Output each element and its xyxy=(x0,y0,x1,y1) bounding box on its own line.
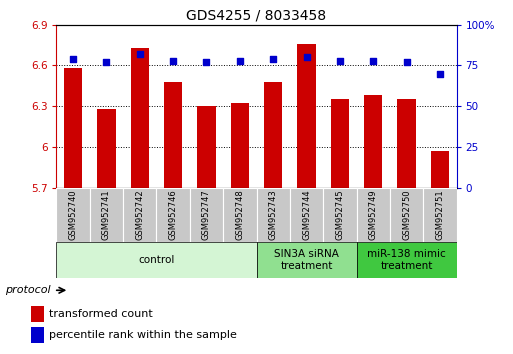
Point xyxy=(169,58,177,63)
Bar xyxy=(156,188,190,242)
Bar xyxy=(97,109,115,188)
Point xyxy=(302,55,310,60)
Bar xyxy=(123,188,156,242)
Text: percentile rank within the sample: percentile rank within the sample xyxy=(49,330,236,340)
Point xyxy=(269,56,277,62)
Point xyxy=(436,71,444,76)
Point xyxy=(202,59,210,65)
Bar xyxy=(431,151,449,188)
Point xyxy=(235,58,244,63)
Text: GSM952740: GSM952740 xyxy=(69,190,77,240)
Bar xyxy=(131,48,149,188)
Bar xyxy=(164,82,182,188)
Bar xyxy=(256,188,290,242)
Point xyxy=(135,51,144,57)
Bar xyxy=(264,82,282,188)
Bar xyxy=(31,327,44,343)
Bar xyxy=(231,103,249,188)
Bar xyxy=(298,44,315,188)
Bar xyxy=(31,306,44,322)
Text: GSM952741: GSM952741 xyxy=(102,190,111,240)
Text: GSM952743: GSM952743 xyxy=(269,190,278,240)
Bar xyxy=(390,188,423,242)
Text: miR-138 mimic
treatment: miR-138 mimic treatment xyxy=(367,249,446,271)
Bar xyxy=(364,95,382,188)
Bar xyxy=(198,106,215,188)
Text: GSM952751: GSM952751 xyxy=(436,190,444,240)
Text: GSM952745: GSM952745 xyxy=(336,190,344,240)
Point xyxy=(336,58,344,63)
Bar xyxy=(357,188,390,242)
Text: control: control xyxy=(139,255,174,265)
Point xyxy=(402,59,410,65)
Text: GSM952744: GSM952744 xyxy=(302,190,311,240)
Bar xyxy=(423,188,457,242)
Bar xyxy=(357,242,457,278)
Bar xyxy=(90,188,123,242)
Text: GSM952742: GSM952742 xyxy=(135,190,144,240)
Bar xyxy=(331,99,349,188)
Bar xyxy=(64,68,82,188)
Bar xyxy=(223,188,256,242)
Bar xyxy=(56,188,90,242)
Text: GSM952747: GSM952747 xyxy=(202,190,211,240)
Text: GSM952748: GSM952748 xyxy=(235,190,244,240)
Bar xyxy=(56,242,256,278)
Bar xyxy=(256,242,357,278)
Point xyxy=(69,56,77,62)
Text: GSM952749: GSM952749 xyxy=(369,190,378,240)
Text: protocol: protocol xyxy=(5,285,51,295)
Bar xyxy=(190,188,223,242)
Bar xyxy=(398,99,416,188)
Text: GSM952746: GSM952746 xyxy=(169,190,177,240)
Text: SIN3A siRNA
treatment: SIN3A siRNA treatment xyxy=(274,249,339,271)
Bar xyxy=(323,188,357,242)
Text: GSM952750: GSM952750 xyxy=(402,190,411,240)
Text: transformed count: transformed count xyxy=(49,309,152,319)
Bar xyxy=(290,188,323,242)
Title: GDS4255 / 8033458: GDS4255 / 8033458 xyxy=(186,8,327,22)
Point xyxy=(369,58,377,63)
Point xyxy=(102,59,110,65)
